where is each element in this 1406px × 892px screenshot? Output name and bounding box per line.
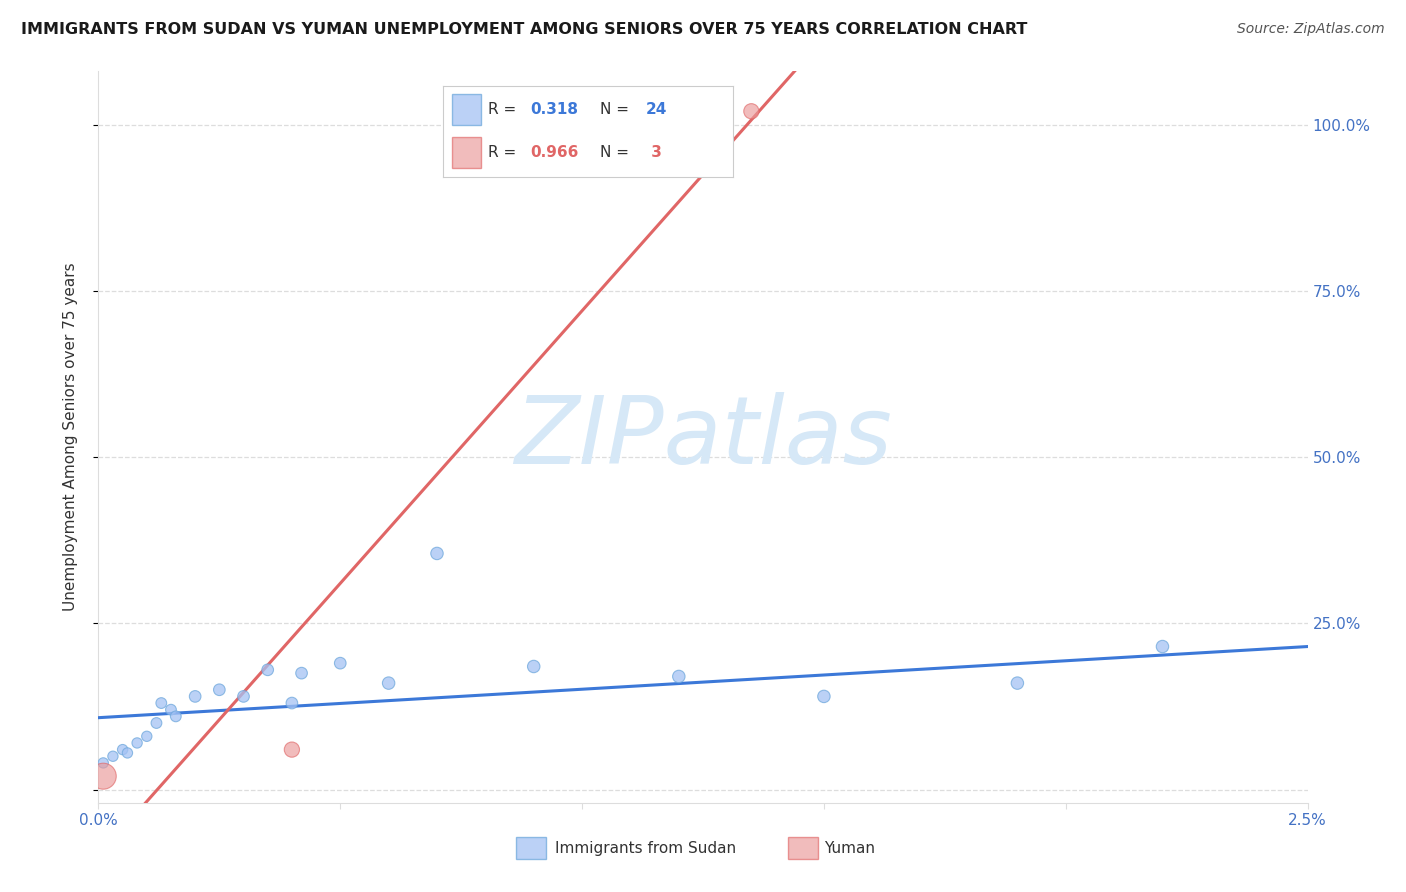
Text: Yuman: Yuman [824, 840, 875, 855]
Text: IMMIGRANTS FROM SUDAN VS YUMAN UNEMPLOYMENT AMONG SENIORS OVER 75 YEARS CORRELAT: IMMIGRANTS FROM SUDAN VS YUMAN UNEMPLOYM… [21, 22, 1028, 37]
Point [256, 663, 278, 677]
Point [377, 676, 399, 690]
Point [290, 666, 312, 681]
Point [91, 769, 114, 783]
Point [813, 690, 835, 704]
Point [329, 656, 352, 670]
Point [1007, 676, 1029, 690]
FancyBboxPatch shape [787, 838, 818, 859]
Text: Source: ZipAtlas.com: Source: ZipAtlas.com [1237, 22, 1385, 37]
Point [165, 709, 187, 723]
Text: ZIPatlas: ZIPatlas [515, 392, 891, 483]
Point [184, 690, 207, 704]
FancyBboxPatch shape [516, 838, 546, 859]
Point [127, 736, 149, 750]
Point [1152, 640, 1174, 654]
Point [135, 729, 157, 743]
Point [668, 669, 690, 683]
Point [101, 749, 124, 764]
Point [208, 682, 231, 697]
Point [160, 703, 183, 717]
Point [523, 659, 546, 673]
Point [145, 716, 167, 731]
Point [150, 696, 173, 710]
Point [281, 696, 304, 710]
Y-axis label: Unemployment Among Seniors over 75 years: Unemployment Among Seniors over 75 years [63, 263, 77, 611]
Point [281, 742, 304, 756]
Text: Immigrants from Sudan: Immigrants from Sudan [555, 840, 737, 855]
Point [426, 546, 449, 560]
Point [232, 690, 254, 704]
Point [740, 104, 762, 119]
Point [117, 746, 139, 760]
Point [111, 742, 134, 756]
Point [91, 756, 114, 770]
